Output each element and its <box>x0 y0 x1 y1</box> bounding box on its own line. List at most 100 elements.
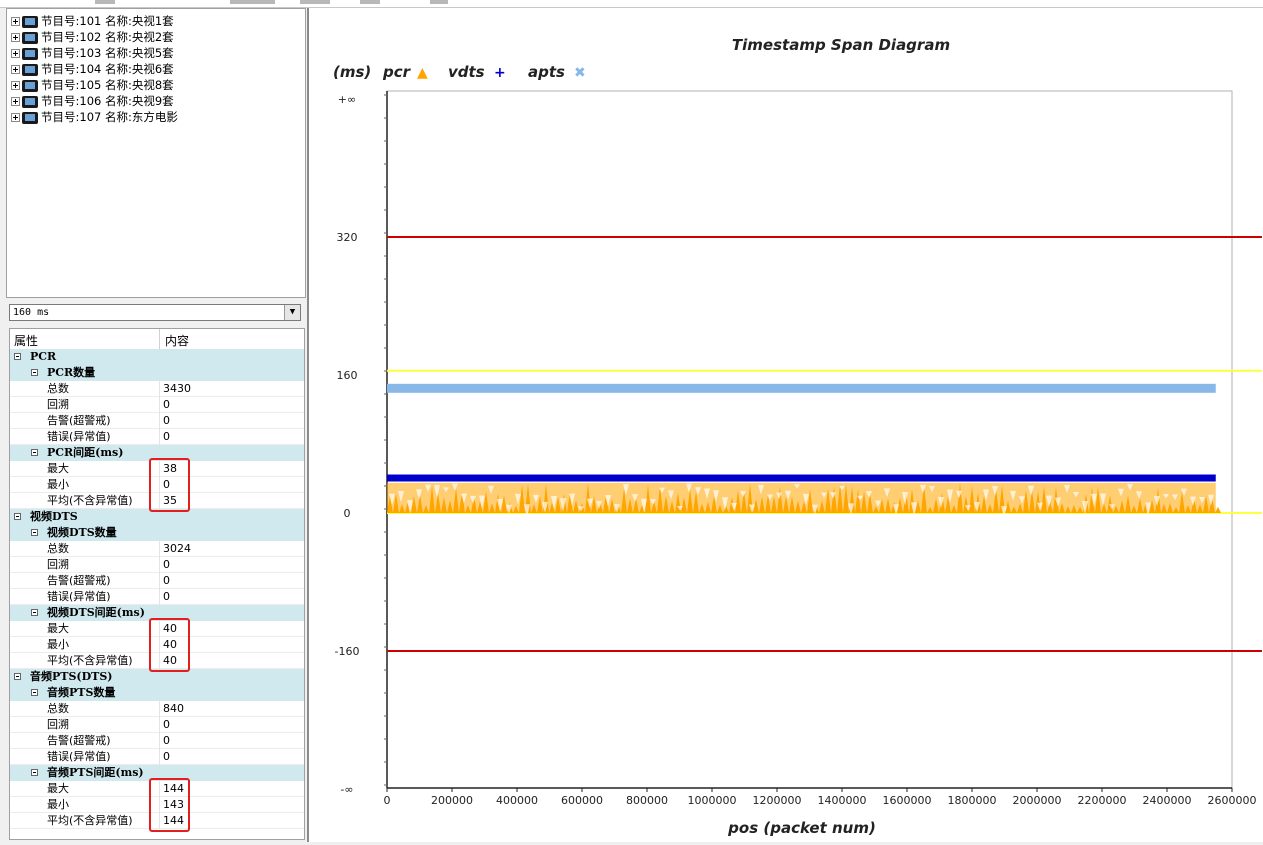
chevron-down-icon[interactable]: ▼ <box>284 305 300 320</box>
collapse-icon[interactable] <box>14 353 21 360</box>
property-name: 总数 <box>47 382 69 395</box>
grid-property-row: 回溯 0 <box>10 717 304 733</box>
tree-item-program[interactable]: 节目号:105 名称:央视8套 <box>11 77 174 93</box>
program-number: 节目号:102 <box>41 30 102 44</box>
grid-property-row: 最小 143 <box>10 797 304 813</box>
property-value: 0 <box>163 558 170 571</box>
expand-icon[interactable] <box>11 81 20 90</box>
y-tick-label: 160 <box>337 369 358 382</box>
program-name: 名称:央视6套 <box>104 62 174 76</box>
x-tick-label: 400000 <box>496 794 538 807</box>
x-tick-label: 600000 <box>561 794 603 807</box>
property-value: 0 <box>163 734 170 747</box>
expand-icon[interactable] <box>11 65 20 74</box>
property-name: 回溯 <box>47 558 69 571</box>
grid-property-row: 错误(异常值) 0 <box>10 749 304 765</box>
grid-property-row: 告警(超警戒) 0 <box>10 413 304 429</box>
program-number: 节目号:107 <box>41 110 102 124</box>
grid-category[interactable]: PCR <box>10 349 304 365</box>
y-tick-label: +∞ <box>338 93 356 106</box>
y-tick-label: -160 <box>335 645 360 658</box>
collapse-icon[interactable] <box>14 673 21 680</box>
collapse-icon[interactable] <box>14 513 21 520</box>
interval-select[interactable]: 160 ms ▼ <box>9 304 301 321</box>
grid-subcategory[interactable]: 音频PTS数量 <box>10 685 304 701</box>
property-name: 最大 <box>47 782 69 795</box>
collapse-icon[interactable] <box>31 609 38 616</box>
property-name: 告警(超警戒) <box>47 734 111 747</box>
program-number: 节目号:103 <box>41 46 102 60</box>
tree-item-program[interactable]: 节目号:104 名称:央视6套 <box>11 61 174 77</box>
grid-category[interactable]: 视频DTS <box>10 509 304 525</box>
grid-subcategory[interactable]: 视频DTS数量 <box>10 525 304 541</box>
y-tick-label: 0 <box>344 507 351 520</box>
x-tick-label: 1400000 <box>818 794 867 807</box>
series-vdts <box>387 474 1216 482</box>
panel-splitter[interactable] <box>307 8 309 842</box>
property-name: 告警(超警戒) <box>47 414 111 427</box>
expand-icon[interactable] <box>11 49 20 58</box>
grid-subcategory[interactable]: PCR数量 <box>10 365 304 381</box>
expand-icon[interactable] <box>11 113 20 122</box>
x-tick-label: 1000000 <box>688 794 737 807</box>
grid-category-label: 视频DTS <box>30 510 78 523</box>
property-value: 3024 <box>163 542 191 555</box>
property-name: 总数 <box>47 542 69 555</box>
legend-marker-pcr: ▲ <box>417 65 428 81</box>
tv-program-icon <box>22 63 38 76</box>
grid-category-label: PCR间距(ms) <box>47 446 124 459</box>
tree-item-program[interactable]: 节目号:101 名称:央视1套 <box>11 13 174 29</box>
expand-icon[interactable] <box>11 97 20 106</box>
grid-subcategory[interactable]: PCR间距(ms) <box>10 445 304 461</box>
property-value: 3430 <box>163 382 191 395</box>
collapse-icon[interactable] <box>31 369 38 376</box>
program-name: 名称:央视9套 <box>104 94 174 108</box>
property-name: 错误(异常值) <box>47 590 111 603</box>
legend-marker-vdts: + <box>494 65 506 81</box>
collapse-icon[interactable] <box>31 449 38 456</box>
column-header-content: 内容 <box>165 334 190 348</box>
expand-icon[interactable] <box>11 17 20 26</box>
property-value: 0 <box>163 574 170 587</box>
collapse-icon[interactable] <box>31 769 38 776</box>
grid-property-row: 最小 40 <box>10 637 304 653</box>
program-name: 名称:央视1套 <box>104 14 174 28</box>
property-name: 告警(超警戒) <box>47 574 111 587</box>
property-value: 0 <box>163 750 170 763</box>
tree-item-program[interactable]: 节目号:106 名称:央视9套 <box>11 93 174 109</box>
grid-category-label: 音频PTS间距(ms) <box>47 766 144 779</box>
tree-item-program[interactable]: 节目号:103 名称:央视5套 <box>11 45 174 61</box>
program-tree[interactable]: 节目号:101 名称:央视1套 节目号:102 名称:央视2套 节目号:103 名称… <box>6 8 306 298</box>
property-value: 38 <box>163 462 177 475</box>
tv-program-icon <box>22 31 38 44</box>
property-name: 最小 <box>47 798 69 811</box>
grid-subcategory[interactable]: 视频DTS间距(ms) <box>10 605 304 621</box>
grid-category-label: PCR <box>30 350 57 363</box>
grid-category-label: 音频PTS(DTS) <box>30 670 113 683</box>
grid-subcategory[interactable]: 音频PTS间距(ms) <box>10 765 304 781</box>
grid-category-label: 视频DTS数量 <box>47 526 117 539</box>
x-tick-label: 200000 <box>431 794 473 807</box>
property-value: 40 <box>163 622 177 635</box>
grid-property-row: 最大 144 <box>10 781 304 797</box>
collapse-icon[interactable] <box>31 529 38 536</box>
grid-property-row: 平均(不含异常值) 40 <box>10 653 304 669</box>
collapse-icon[interactable] <box>31 689 38 696</box>
grid-category[interactable]: 音频PTS(DTS) <box>10 669 304 685</box>
red-highlight-box <box>149 618 190 672</box>
grid-property-row: 平均(不含异常值) 35 <box>10 493 304 509</box>
x-axis-label: pos (packet num) <box>727 819 876 837</box>
tree-item-program[interactable]: 节目号:107 名称:东方电影 <box>11 109 178 125</box>
grid-category-label: 音频PTS数量 <box>47 686 116 699</box>
grid-property-row: 回溯 0 <box>10 557 304 573</box>
x-tick-label: 1800000 <box>948 794 997 807</box>
interval-select-value: 160 ms <box>13 307 50 318</box>
tree-item-program[interactable]: 节目号:102 名称:央视2套 <box>11 29 174 45</box>
expand-icon[interactable] <box>11 33 20 42</box>
property-grid[interactable]: 属性 内容 PCR PCR数量 总数 3430 回溯 0 告警(超警戒) 0 错误(异常值) 0 P… <box>9 328 305 840</box>
program-name: 名称:东方电影 <box>104 110 178 124</box>
property-name: 平均(不含异常值) <box>47 494 133 507</box>
tv-program-icon <box>22 95 38 108</box>
x-tick-label: 1200000 <box>753 794 802 807</box>
grid-property-row: 平均(不含异常值) 144 <box>10 813 304 829</box>
